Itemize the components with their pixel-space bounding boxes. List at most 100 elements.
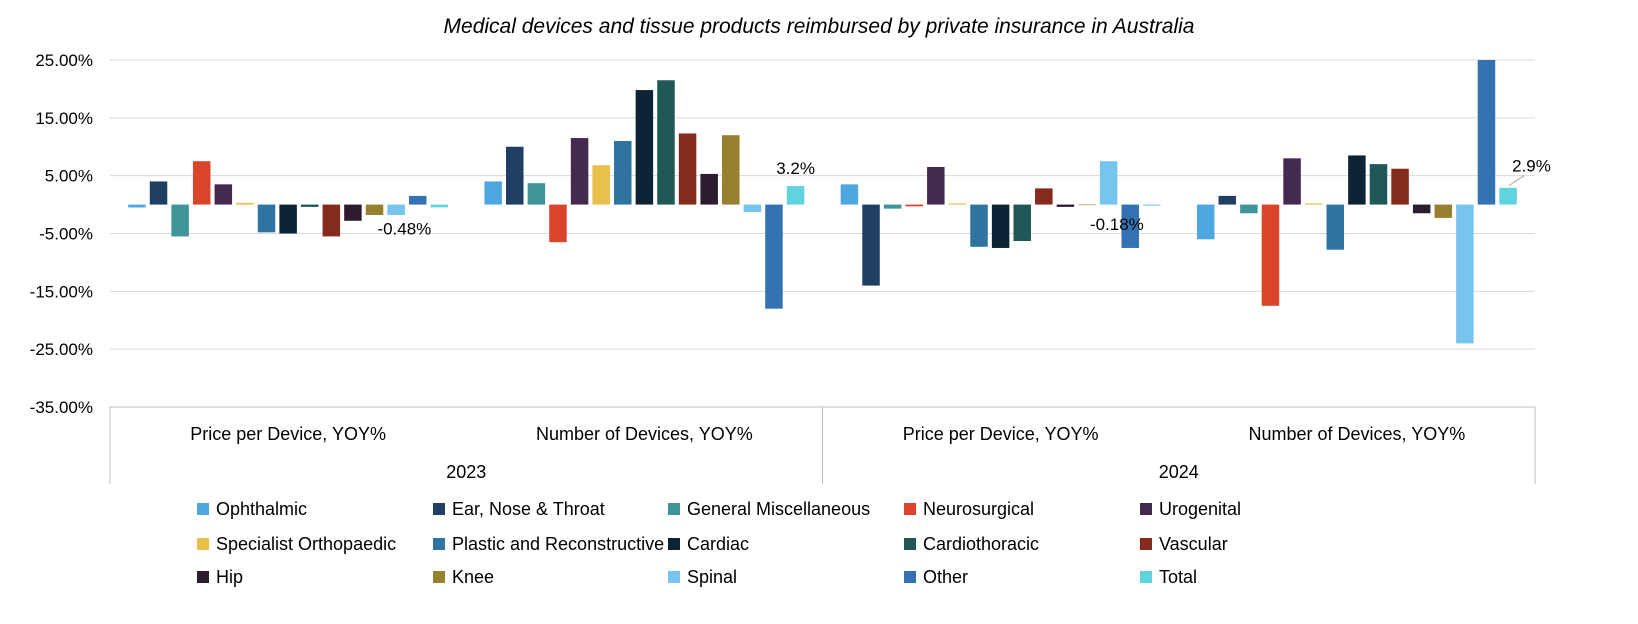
y-axis-tick-labels: 25.00% 15.00% 5.00% -5.00% -15.00% -25.00% -35… — [30, 51, 93, 417]
bar-knee — [1078, 204, 1096, 206]
legend-label: Other — [923, 567, 968, 587]
category-axis: Price per Device, YOY% Number of Devices,… — [109, 406, 1536, 484]
bar-cardiac — [635, 90, 654, 205]
legend-label: Plastic and Reconstructive — [452, 534, 664, 554]
legend: Ophthalmic Ear, Nose & Throat General Misc… — [197, 499, 1241, 587]
legend-label: Ophthalmic — [216, 499, 307, 519]
legend-swatch — [433, 503, 445, 515]
legend-label: Cardiothoracic — [923, 534, 1039, 554]
legend-item: Neurosurgical — [904, 499, 1034, 519]
legend-item: Plastic and Reconstructive — [433, 534, 664, 554]
bar-knee — [365, 204, 384, 215]
bar-urogenital — [214, 184, 233, 205]
bar-ear-nose-throat — [1218, 195, 1237, 205]
y-tick-label: -35.00% — [30, 398, 93, 417]
legend-label: Hip — [216, 567, 243, 587]
bar-neurosurgical — [549, 204, 567, 243]
legend-item: Cardiac — [668, 534, 749, 554]
category-label: Number of Devices, YOY% — [1249, 424, 1466, 444]
legend-label: Spinal — [687, 567, 737, 587]
bar-spinal — [1456, 204, 1474, 344]
y-tick-label: 25.00% — [35, 51, 93, 70]
legend-label: Cardiac — [687, 534, 749, 554]
bar-knee — [1434, 204, 1453, 218]
bar-vascular — [322, 204, 341, 237]
legend-swatch — [1140, 538, 1152, 550]
chart-title: Medical devices and tissue products reim… — [444, 15, 1195, 38]
data-label-total: 3.2% — [776, 159, 815, 178]
bar-general-miscellaneous — [171, 204, 189, 237]
data-labels: -0.48% 3.2% -0.18% 2.9% — [377, 157, 1550, 239]
bar-neurosurgical — [905, 204, 923, 207]
year-label: 2023 — [446, 462, 486, 482]
bar-ear-nose-throat — [149, 181, 168, 205]
bar-cardiac — [1348, 155, 1366, 205]
bar-vascular — [678, 133, 697, 205]
legend-swatch — [433, 538, 445, 550]
legend-swatch — [904, 503, 916, 515]
bar-total — [1143, 204, 1161, 206]
bar-other — [408, 195, 427, 205]
legend-swatch — [1140, 571, 1152, 583]
bar-cardiothoracic — [300, 204, 319, 207]
bar-general-miscellaneous — [527, 183, 546, 205]
legend-swatch — [668, 503, 680, 515]
legend-item: Other — [904, 567, 968, 587]
y-tick-label: -25.00% — [30, 340, 93, 359]
bar-cardiothoracic — [657, 80, 675, 205]
legend-item: Specialist Orthopaedic — [197, 534, 396, 554]
bar-ear-nose-throat — [862, 204, 880, 286]
bar-cardiac — [991, 204, 1010, 248]
bar-spinal — [387, 204, 405, 215]
legend-swatch — [668, 571, 680, 583]
bar-total — [430, 204, 449, 208]
bar-specialist-orthopaedic — [948, 203, 967, 205]
bar-specialist-orthopaedic — [1304, 203, 1323, 205]
legend-swatch — [197, 538, 209, 550]
legend-label: Specialist Orthopaedic — [216, 534, 396, 554]
y-tick-label: -15.00% — [30, 282, 93, 301]
bar-neurosurgical — [1261, 204, 1280, 306]
legend-label: Neurosurgical — [923, 499, 1034, 519]
bar-neurosurgical — [192, 161, 211, 205]
legend-swatch — [904, 538, 916, 550]
legend-item: General Miscellaneous — [668, 499, 870, 519]
bar-other — [1477, 60, 1496, 205]
bar-vascular — [1391, 168, 1409, 205]
bar-ophthalmic — [1196, 204, 1215, 240]
year-label: 2024 — [1159, 462, 1199, 482]
bar-cardiac — [279, 204, 297, 234]
bars — [128, 60, 1517, 344]
bar-urogenital — [1283, 158, 1301, 205]
bar-specialist-orthopaedic — [592, 165, 610, 205]
bar-hip — [344, 204, 362, 221]
legend-swatch — [668, 538, 680, 550]
bar-vascular — [1035, 188, 1053, 205]
bar-ophthalmic — [840, 184, 859, 205]
legend-swatch — [1140, 503, 1152, 515]
bar-knee — [722, 135, 740, 205]
bar-urogenital — [927, 166, 945, 205]
data-label-leader — [1508, 175, 1525, 186]
data-label-total: -0.18% — [1090, 215, 1144, 234]
y-tick-label: 15.00% — [35, 109, 93, 128]
legend-item: Ear, Nose & Throat — [433, 499, 605, 519]
bar-spinal — [743, 204, 762, 213]
y-tick-label: 5.00% — [45, 167, 93, 186]
category-label: Price per Device, YOY% — [190, 424, 386, 444]
bar-other — [1121, 204, 1139, 248]
bar-plastic-and-reconstructive — [257, 204, 276, 233]
bar-cardiothoracic — [1369, 164, 1388, 205]
legend-item: Urogenital — [1140, 499, 1241, 519]
bar-hip — [1056, 204, 1075, 207]
legend-item: Vascular — [1140, 534, 1228, 554]
bar-spinal — [1099, 161, 1118, 205]
legend-item: Cardiothoracic — [904, 534, 1039, 554]
legend-item: Spinal — [668, 567, 737, 587]
legend-label: Knee — [452, 567, 494, 587]
legend-swatch — [904, 571, 916, 583]
bar-plastic-and-reconstructive — [614, 140, 632, 205]
data-label-total: 2.9% — [1512, 157, 1551, 176]
legend-item: Hip — [197, 567, 243, 587]
